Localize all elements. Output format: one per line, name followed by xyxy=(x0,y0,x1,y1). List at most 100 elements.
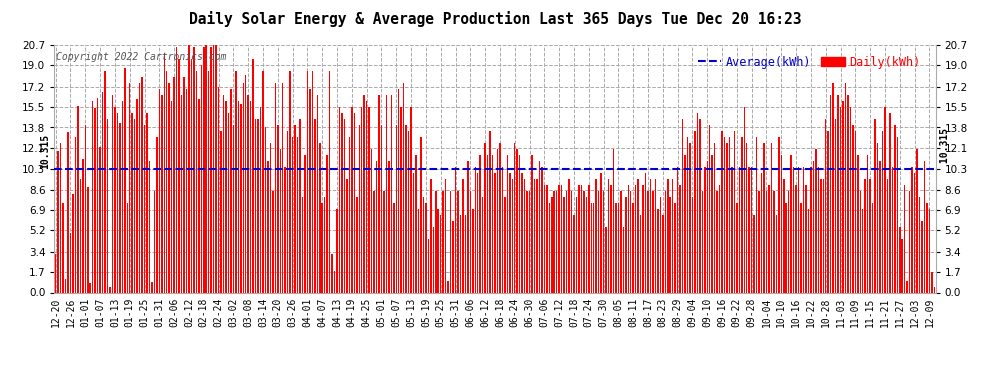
Bar xyxy=(674,203,676,292)
Bar xyxy=(183,77,185,292)
Bar xyxy=(378,95,380,292)
Bar xyxy=(304,155,306,292)
Bar xyxy=(322,203,323,292)
Bar xyxy=(561,185,562,292)
Bar xyxy=(329,71,331,292)
Bar xyxy=(440,215,442,292)
Bar xyxy=(459,215,461,292)
Bar xyxy=(144,125,146,292)
Bar xyxy=(507,155,508,292)
Bar xyxy=(613,149,614,292)
Bar xyxy=(307,71,308,292)
Bar xyxy=(287,131,288,292)
Bar xyxy=(649,179,651,292)
Bar xyxy=(664,191,666,292)
Bar xyxy=(544,185,545,292)
Bar xyxy=(346,179,347,292)
Bar xyxy=(793,167,794,292)
Bar xyxy=(191,59,192,292)
Bar xyxy=(132,113,133,292)
Bar xyxy=(309,89,311,292)
Bar xyxy=(366,101,367,292)
Bar xyxy=(719,185,721,292)
Bar xyxy=(746,143,747,292)
Bar xyxy=(522,173,523,292)
Bar xyxy=(249,101,251,292)
Bar xyxy=(773,191,774,292)
Bar xyxy=(630,191,632,292)
Bar xyxy=(551,197,552,292)
Bar xyxy=(556,191,557,292)
Bar xyxy=(438,209,439,292)
Bar xyxy=(539,161,541,292)
Bar xyxy=(420,137,422,292)
Bar xyxy=(635,185,637,292)
Bar xyxy=(371,149,372,292)
Bar xyxy=(156,137,157,292)
Bar xyxy=(897,137,898,292)
Bar xyxy=(687,137,688,292)
Bar xyxy=(805,185,807,292)
Bar xyxy=(499,143,501,292)
Bar xyxy=(934,286,936,292)
Bar xyxy=(213,41,215,292)
Bar xyxy=(869,179,871,292)
Bar xyxy=(272,191,273,292)
Bar xyxy=(114,107,116,292)
Bar xyxy=(714,143,716,292)
Bar xyxy=(487,155,488,292)
Bar xyxy=(267,161,268,292)
Bar xyxy=(874,119,876,292)
Bar xyxy=(566,191,567,292)
Bar xyxy=(669,197,671,292)
Bar xyxy=(770,143,772,292)
Bar xyxy=(864,179,866,292)
Bar xyxy=(610,185,612,292)
Bar xyxy=(489,131,491,292)
Bar xyxy=(902,239,903,292)
Bar xyxy=(129,83,131,292)
Bar xyxy=(887,179,888,292)
Bar xyxy=(410,107,412,292)
Bar xyxy=(907,280,908,292)
Bar xyxy=(830,95,832,292)
Bar xyxy=(243,83,244,292)
Bar xyxy=(682,119,683,292)
Bar xyxy=(859,191,861,292)
Bar xyxy=(652,191,653,292)
Bar xyxy=(647,191,648,292)
Bar xyxy=(578,185,580,292)
Bar xyxy=(467,161,468,292)
Bar xyxy=(168,83,170,292)
Bar xyxy=(198,99,200,292)
Bar xyxy=(810,167,812,292)
Bar xyxy=(406,125,407,292)
Bar xyxy=(529,191,531,292)
Bar xyxy=(581,185,582,292)
Bar xyxy=(842,101,843,292)
Bar xyxy=(638,179,639,292)
Bar xyxy=(469,191,471,292)
Bar xyxy=(158,89,160,292)
Bar xyxy=(800,203,802,292)
Bar xyxy=(454,167,456,292)
Bar xyxy=(914,173,916,292)
Bar xyxy=(425,203,427,292)
Bar xyxy=(284,167,286,292)
Bar xyxy=(166,71,167,292)
Bar xyxy=(778,137,779,292)
Bar xyxy=(433,227,434,292)
Bar xyxy=(857,155,858,292)
Bar xyxy=(760,173,762,292)
Bar xyxy=(104,71,106,292)
Bar xyxy=(867,155,868,292)
Bar xyxy=(452,221,453,292)
Bar xyxy=(600,173,602,292)
Bar xyxy=(590,203,592,292)
Bar xyxy=(188,44,190,292)
Bar xyxy=(534,179,536,292)
Bar xyxy=(894,125,896,292)
Bar xyxy=(415,155,417,292)
Bar xyxy=(457,191,458,292)
Bar xyxy=(849,107,851,292)
